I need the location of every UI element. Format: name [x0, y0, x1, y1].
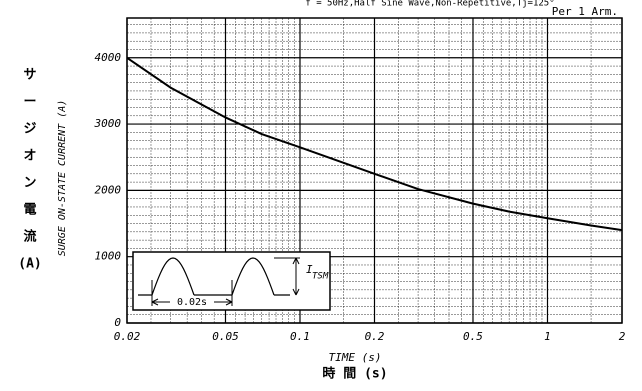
y-label-ja: サ: [23, 68, 36, 83]
x-label: TIME (s): [329, 351, 382, 364]
x-label-ja: 時 間 (s): [322, 366, 387, 382]
x-tick-label: 0.2: [365, 330, 385, 343]
period-label: 0.02s: [177, 297, 207, 308]
y-tick-label: 3000: [94, 117, 122, 130]
annotation: Per 1 Arm.: [552, 5, 618, 18]
y-label-ja: ン: [23, 176, 36, 191]
curve: [126, 56, 623, 232]
x-tick-label: 0.1: [290, 330, 310, 343]
y-tick-label: 2000: [95, 183, 122, 196]
inset-wave: [231, 257, 290, 296]
y-label-ja: 電: [23, 203, 36, 218]
y-label-ja: 流: [23, 229, 36, 245]
y-label: SURGE ON-STATE CURRENT (A): [57, 100, 68, 257]
x-tick-label: 0.5: [463, 330, 483, 343]
x-tick-label: 0.05: [212, 330, 239, 343]
plot-frame: [126, 17, 623, 324]
y-tick-label: 1000: [95, 250, 122, 263]
y-label-ja: ー: [23, 95, 36, 110]
subtitle: f = 50Hz,Half Sine Wave,Non-Repetitive,T…: [305, 0, 554, 9]
y-label-ja: オ: [23, 149, 36, 164]
y-label-ja: (A): [18, 257, 41, 272]
inset-wave: [138, 257, 232, 296]
peak-label: I: [306, 263, 313, 276]
y-tick-label: 4000: [95, 51, 122, 64]
period-bg: [170, 296, 214, 308]
y-label-ja: ジ: [23, 122, 36, 137]
y-tick-label: 0: [114, 316, 121, 329]
x-tick-label: 2: [619, 330, 626, 343]
x-tick-label: 0.02: [114, 330, 141, 343]
peak-subscript: TSM: [312, 272, 329, 282]
x-tick-label: 1: [544, 330, 551, 343]
